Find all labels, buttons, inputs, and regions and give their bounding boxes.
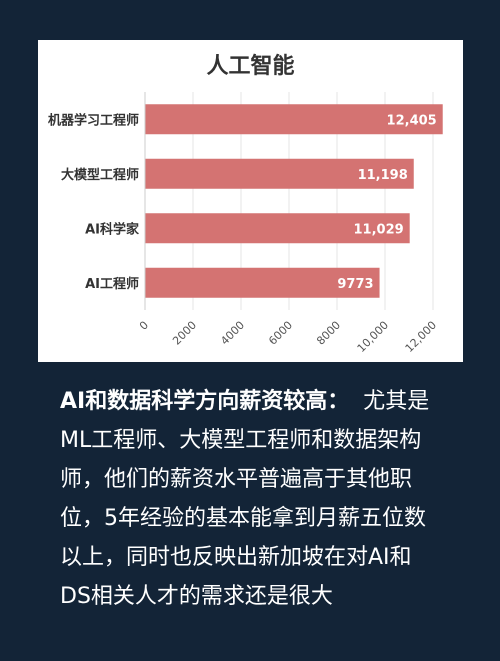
x-tick-label: 12,000 <box>403 319 439 355</box>
data-label: 11,198 <box>358 168 408 183</box>
chart-title: 人工智能 <box>206 54 295 79</box>
caption-lead: AI和数据科学方向薪资较高： <box>60 389 350 414</box>
x-tick-label: 4000 <box>218 319 247 348</box>
x-tick-label: 0 <box>137 319 151 333</box>
x-tick-label: 10,000 <box>355 319 391 355</box>
x-tick-label: 2000 <box>170 319 199 348</box>
bar <box>145 213 410 244</box>
data-label: 12,405 <box>387 113 437 128</box>
category-label: 机器学习工程师 <box>48 112 139 128</box>
bar <box>145 158 414 189</box>
data-label: 11,029 <box>354 222 404 237</box>
category-label: AI科学家 <box>85 221 140 237</box>
caption-text: AI和数据科学方向薪资较高： 尤其是ML工程师、大模型工程师和数据架构师，他们的… <box>60 382 440 616</box>
chart-card: 人工智能 0 2000 4000 6000 8000 10,000 12,000 机器学习工程… <box>38 40 463 362</box>
caption-body: 尤其是ML工程师、大模型工程师和数据架构师，他们的薪资水平普遍高于其他职位，5年… <box>60 389 430 609</box>
bar <box>145 267 380 298</box>
bar-chart: 0 2000 4000 6000 8000 10,000 12,000 机器学习工程师 12,4… <box>48 92 443 355</box>
x-tick-label: 6000 <box>266 319 295 348</box>
category-label: 大模型工程师 <box>61 167 139 183</box>
x-tick-label: 8000 <box>314 319 343 348</box>
bar <box>145 104 443 135</box>
data-label: 9773 <box>337 277 373 292</box>
category-label: AI工程师 <box>85 276 139 292</box>
